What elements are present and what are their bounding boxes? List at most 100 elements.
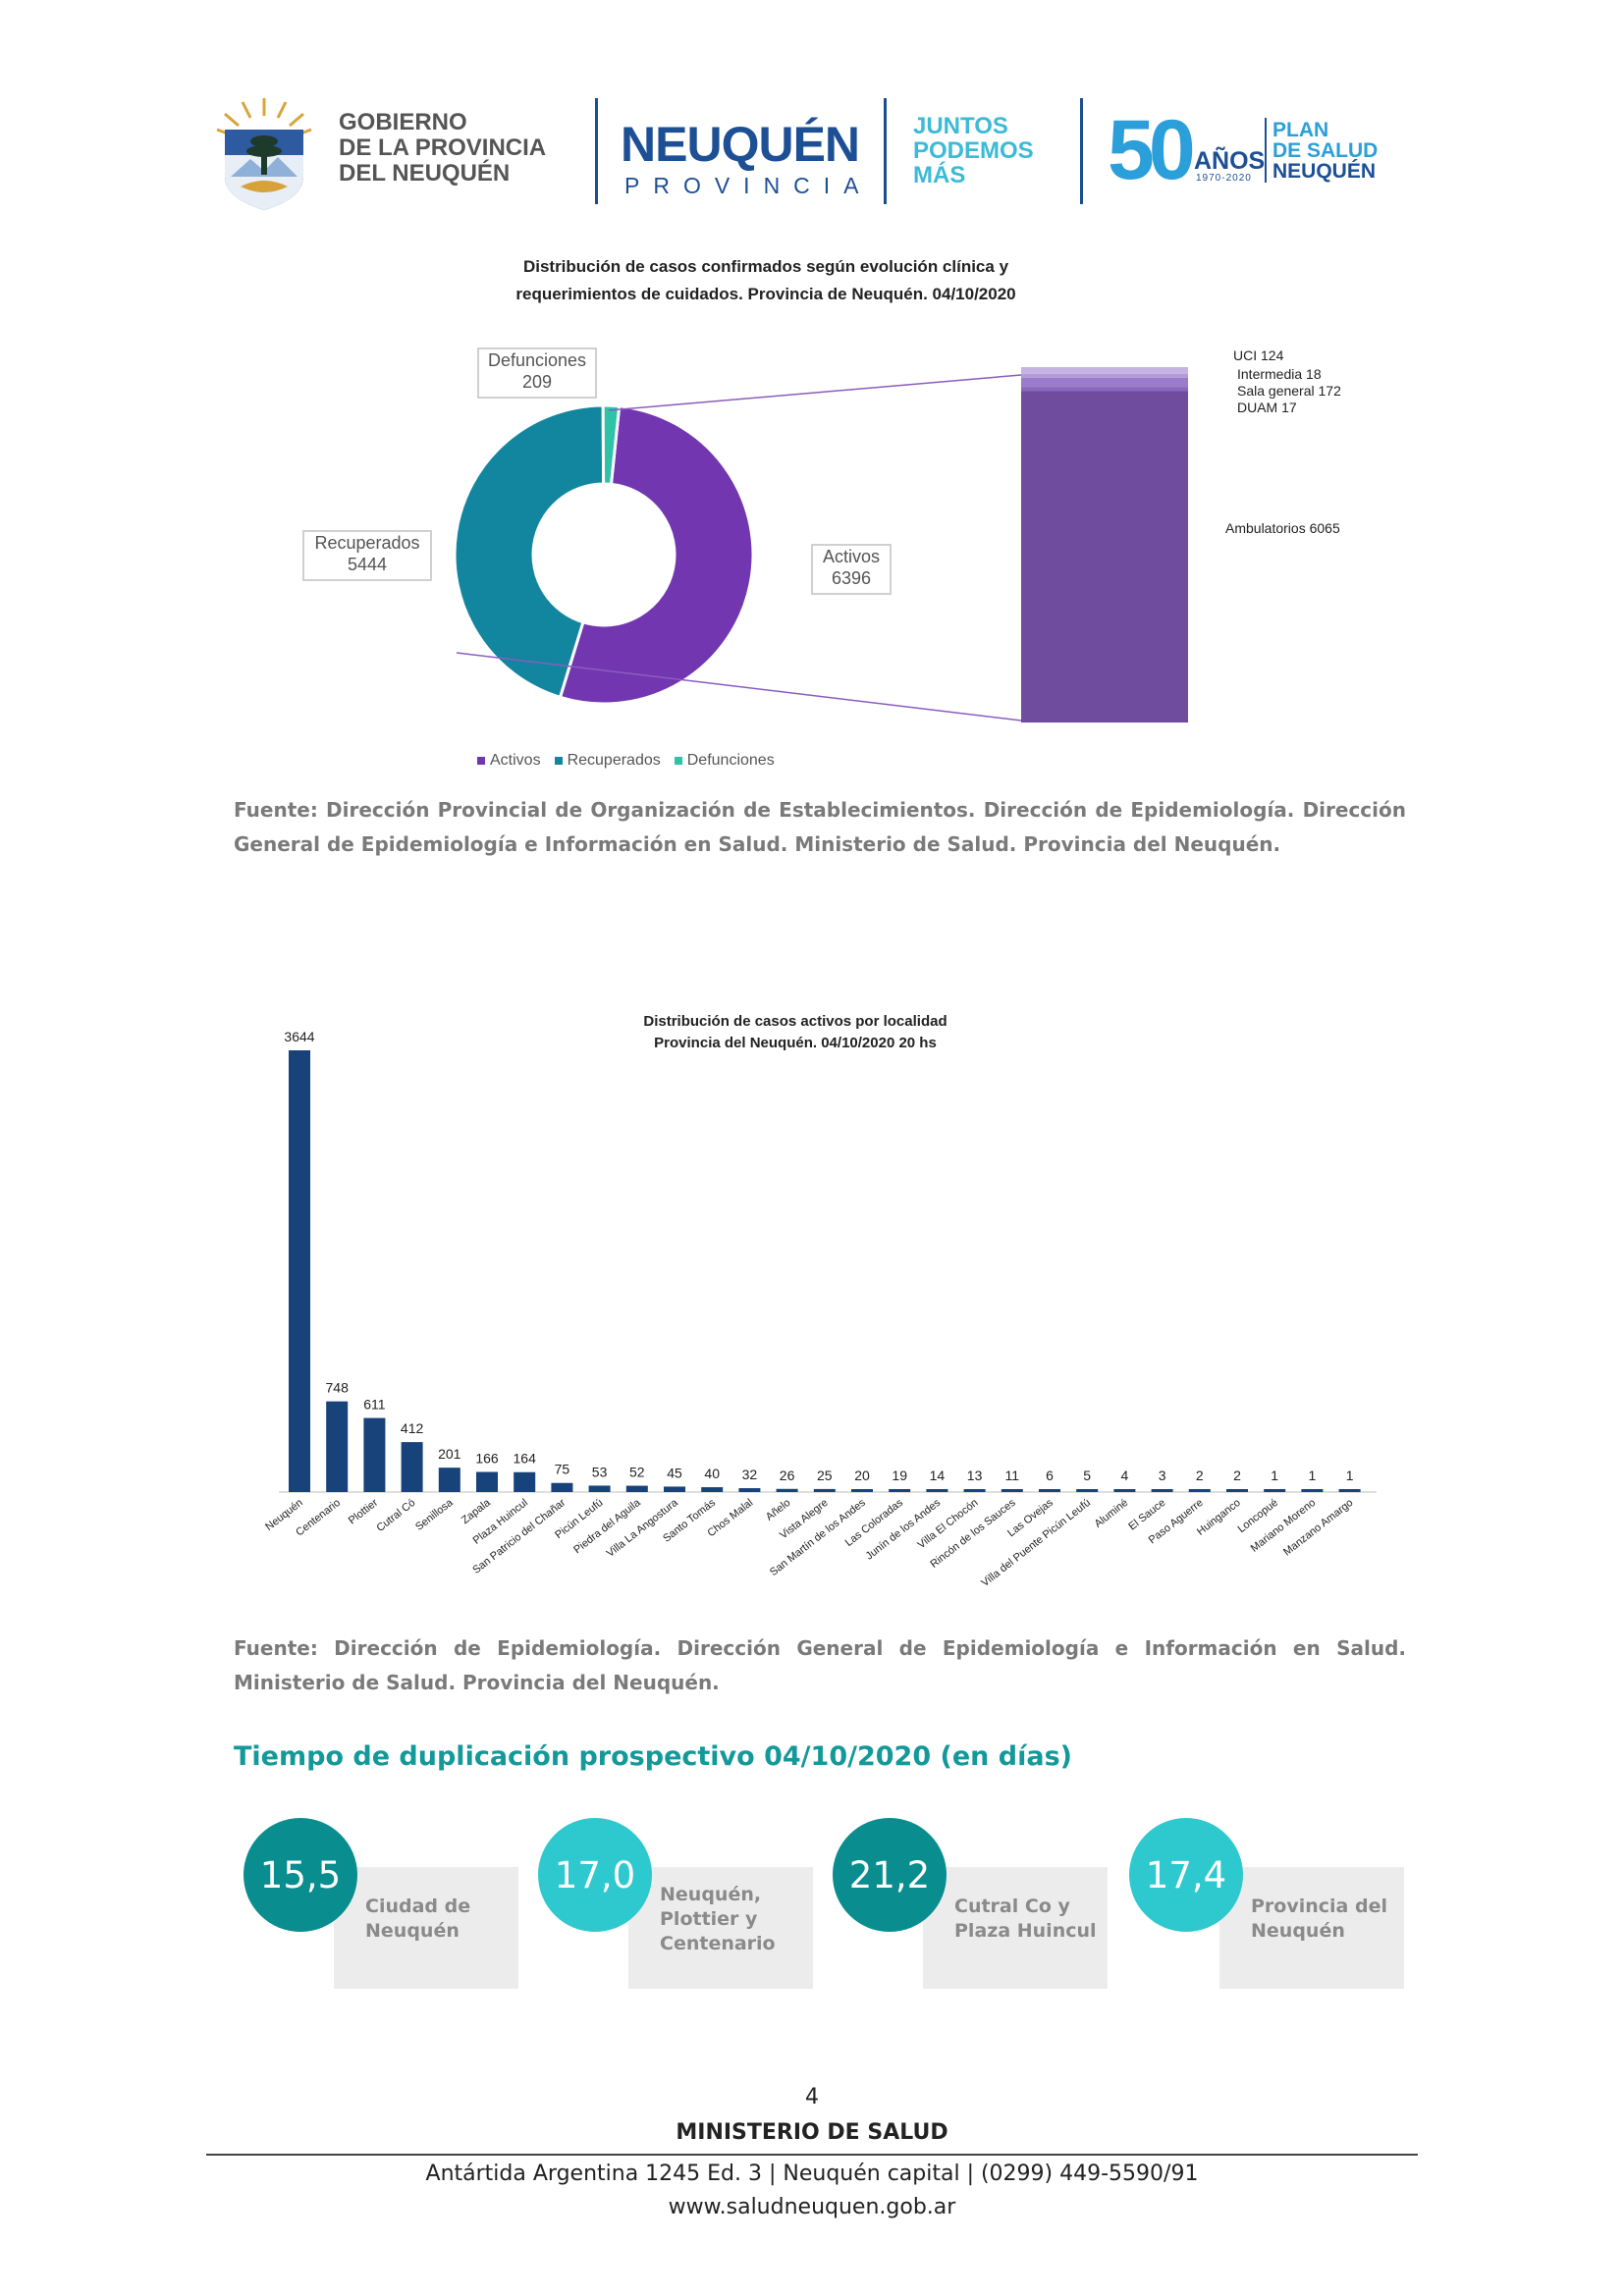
bar-value-label: 45 — [667, 1465, 682, 1480]
callout-name: Defunciones — [487, 350, 587, 370]
legend-item-recuperados: Recuperados — [554, 752, 661, 770]
bar-chart-title: Distribución de casos activos por locali… — [569, 1011, 1021, 1054]
bar-value-label: 166 — [475, 1451, 499, 1467]
footer-rule — [206, 2154, 1418, 2156]
label-line: Centenario — [660, 1933, 776, 1954]
title-line: Distribución de casos confirmados según … — [522, 257, 1009, 276]
bar-value-label: 19 — [892, 1468, 907, 1483]
breakdown-label: DUAM 17 — [1237, 400, 1297, 415]
bar — [551, 1482, 573, 1492]
activos-callout: Activos 6396 — [811, 544, 892, 595]
callout-name: Recuperados — [314, 533, 420, 553]
label-line: Neuquén — [365, 1920, 460, 1942]
bar — [289, 1050, 310, 1492]
bar-value-label: 53 — [592, 1464, 608, 1479]
title-line: Distribución de casos activos por locali… — [643, 1013, 947, 1030]
category-label: Senillosa — [413, 1496, 456, 1532]
breakdown-segment — [1021, 391, 1188, 723]
header-divider — [1080, 98, 1083, 204]
bar — [851, 1489, 873, 1492]
card-label: Provincia del Neuquén — [1251, 1895, 1387, 1944]
callout-value: 5444 — [347, 555, 388, 574]
card-background — [1219, 1867, 1404, 1989]
duplication-card: 17,4 Provincia del Neuquén — [1129, 1818, 1408, 1991]
gov-line: DEL NEUQUÉN — [339, 160, 511, 187]
breakdown-segment — [1021, 387, 1188, 392]
bar — [963, 1489, 986, 1492]
footer-website: www.saludneuquen.gob.ar — [668, 2195, 956, 2219]
callout-name: Activos — [822, 547, 881, 566]
category-label: Aluminé — [1093, 1497, 1131, 1530]
bar-value-label: 3 — [1159, 1468, 1166, 1483]
bar-value-label: 412 — [401, 1420, 424, 1436]
bar — [1301, 1489, 1324, 1492]
duplication-card: 15,5 Ciudad de Neuquén — [244, 1818, 522, 1991]
value-circle: 15,5 — [244, 1818, 357, 1932]
bar-value-label: 40 — [704, 1466, 720, 1481]
breakdown-segment — [1021, 377, 1188, 388]
breakdown-segment — [1021, 367, 1188, 374]
bar — [588, 1485, 611, 1492]
label-line: Plottier y — [660, 1908, 758, 1930]
bar-value-label: 611 — [363, 1397, 386, 1413]
donut-legend: Activos Recuperados Defunciones — [477, 752, 775, 770]
breakdown-label: Intermedia 18 — [1237, 366, 1322, 382]
province-emblem — [211, 96, 317, 212]
duplication-card: 17,0 Neuquén, Plottier y Centenario — [538, 1818, 817, 1991]
donut-chart — [453, 367, 1188, 723]
breakdown-segment — [1021, 373, 1188, 378]
bar — [1226, 1489, 1248, 1492]
breakdown-labels: UCI 124 Intermedia 18 Sala general 172 D… — [1233, 347, 1341, 416]
bar — [813, 1488, 836, 1492]
bar — [363, 1417, 386, 1492]
bar — [1001, 1489, 1023, 1492]
breakdown-label-ambulatorios: Ambulatorios 6065 — [1225, 520, 1340, 536]
label-line: Plaza Huincul — [954, 1920, 1097, 1942]
page-number: 4 — [805, 2085, 819, 2109]
juntos-line: MÁS — [913, 162, 966, 188]
legend-label: Defunciones — [686, 752, 775, 769]
bar-value-label: 14 — [930, 1468, 946, 1483]
card-label: Neuquén, Plottier y Centenario — [660, 1883, 776, 1956]
callout-value: 209 — [521, 372, 553, 392]
gov-line: DE LA PROVINCIA — [339, 134, 547, 161]
plan-divider — [1265, 118, 1267, 183]
bar-value-label: 748 — [326, 1380, 350, 1396]
bar-value-label: 25 — [817, 1468, 833, 1483]
plan-salud-wordmark: PLAN DE SALUD NEUQUÉN — [1272, 120, 1378, 182]
bar — [1151, 1489, 1173, 1492]
category-label: Cutral Có — [374, 1497, 417, 1534]
category-label: Añelo — [764, 1497, 793, 1523]
bar-value-label: 2 — [1196, 1468, 1204, 1483]
source-note: Fuente: Dirección de Epidemiología. Dire… — [234, 1636, 1406, 1694]
bar — [701, 1487, 724, 1492]
label-line: Cutral Co y — [954, 1896, 1070, 1917]
label-line: Ciudad de — [365, 1896, 471, 1917]
bar-value-label: 1 — [1309, 1468, 1317, 1483]
bar-value-label: 32 — [742, 1467, 758, 1482]
bar-value-label: 75 — [555, 1462, 570, 1477]
card-background — [628, 1867, 813, 1989]
value-circle: 21,2 — [833, 1818, 947, 1932]
connector-line — [456, 652, 1022, 721]
bar — [1188, 1489, 1211, 1492]
legend-label: Activos — [490, 752, 541, 769]
plan-line: NEUQUÉN — [1272, 160, 1377, 183]
bar — [926, 1489, 948, 1492]
category-label: Zapala — [460, 1496, 494, 1526]
card-background — [923, 1867, 1108, 1989]
juntos-line: PODEMOS — [913, 137, 1034, 164]
defunciones-callout: Defunciones 209 — [477, 347, 597, 399]
bar-value-label: 5 — [1083, 1468, 1091, 1483]
anios-label: AÑOS — [1194, 147, 1266, 175]
bar — [326, 1401, 349, 1492]
gov-line: GOBIERNO — [339, 109, 467, 135]
bar-value-label: 13 — [967, 1468, 983, 1483]
duplication-section-title: Tiempo de duplicación prospectivo 04/10/… — [234, 1741, 1072, 1772]
bar-value-label: 1 — [1271, 1468, 1278, 1483]
bar — [1076, 1489, 1099, 1492]
bar — [776, 1488, 798, 1492]
government-wordmark: GOBIERNO DE LA PROVINCIA DEL NEUQUÉN — [339, 110, 574, 187]
bar-value-label: 1 — [1346, 1468, 1354, 1483]
donut-chart-title: Distribución de casos confirmados según … — [393, 253, 1139, 308]
